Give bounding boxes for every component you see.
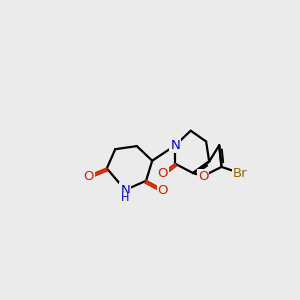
- Text: O: O: [198, 169, 208, 183]
- Text: H: H: [121, 194, 129, 203]
- Text: O: O: [83, 169, 94, 183]
- Text: N: N: [170, 139, 180, 152]
- Text: N: N: [120, 184, 130, 196]
- Text: O: O: [158, 184, 168, 196]
- Text: O: O: [158, 167, 168, 180]
- Text: Br: Br: [233, 167, 247, 180]
